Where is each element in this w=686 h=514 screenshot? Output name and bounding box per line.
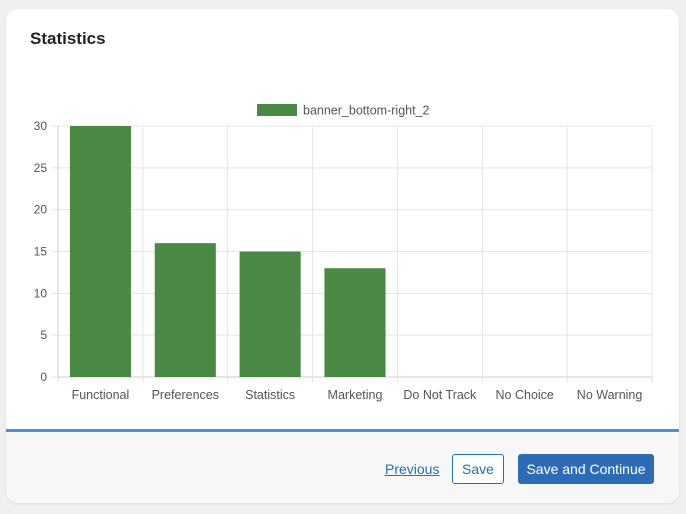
y-tick-label: 30 bbox=[34, 119, 48, 133]
y-tick-label: 25 bbox=[34, 161, 48, 175]
y-tick-label: 5 bbox=[40, 328, 47, 342]
y-tick-label: 10 bbox=[34, 286, 48, 300]
bar-preferences bbox=[154, 243, 216, 377]
x-tick-label: No Choice bbox=[496, 388, 554, 402]
legend-swatch bbox=[257, 104, 297, 116]
x-tick-label: No Warning bbox=[577, 388, 643, 402]
x-tick-label: Marketing bbox=[328, 388, 383, 402]
previous-link[interactable]: Previous bbox=[385, 461, 440, 477]
y-tick-label: 0 bbox=[40, 370, 47, 384]
y-tick-label: 15 bbox=[34, 245, 48, 259]
bar-statistics bbox=[239, 251, 301, 377]
save-button[interactable]: Save bbox=[452, 454, 504, 484]
footer-bar: Previous Save Save and Continue bbox=[6, 429, 679, 503]
save-and-continue-button[interactable]: Save and Continue bbox=[518, 454, 654, 484]
page-title: Statistics bbox=[30, 29, 106, 48]
bar-marketing bbox=[324, 268, 386, 377]
x-tick-label: Statistics bbox=[245, 388, 295, 402]
bar-chart: 0 5 10 15 20 25 30 Functional Preferences Statist… bbox=[34, 104, 653, 402]
legend-label: banner_bottom-right_2 bbox=[303, 104, 430, 118]
x-tick-label: Preferences bbox=[152, 388, 219, 402]
x-tick-label: Do Not Track bbox=[403, 388, 477, 402]
x-tick-label: Functional bbox=[72, 388, 130, 402]
bar-functional bbox=[69, 126, 131, 377]
y-tick-label: 20 bbox=[34, 203, 48, 217]
statistics-card: Statistics 0 5 10 15 20 25 30 Functional Prefere… bbox=[6, 9, 679, 503]
